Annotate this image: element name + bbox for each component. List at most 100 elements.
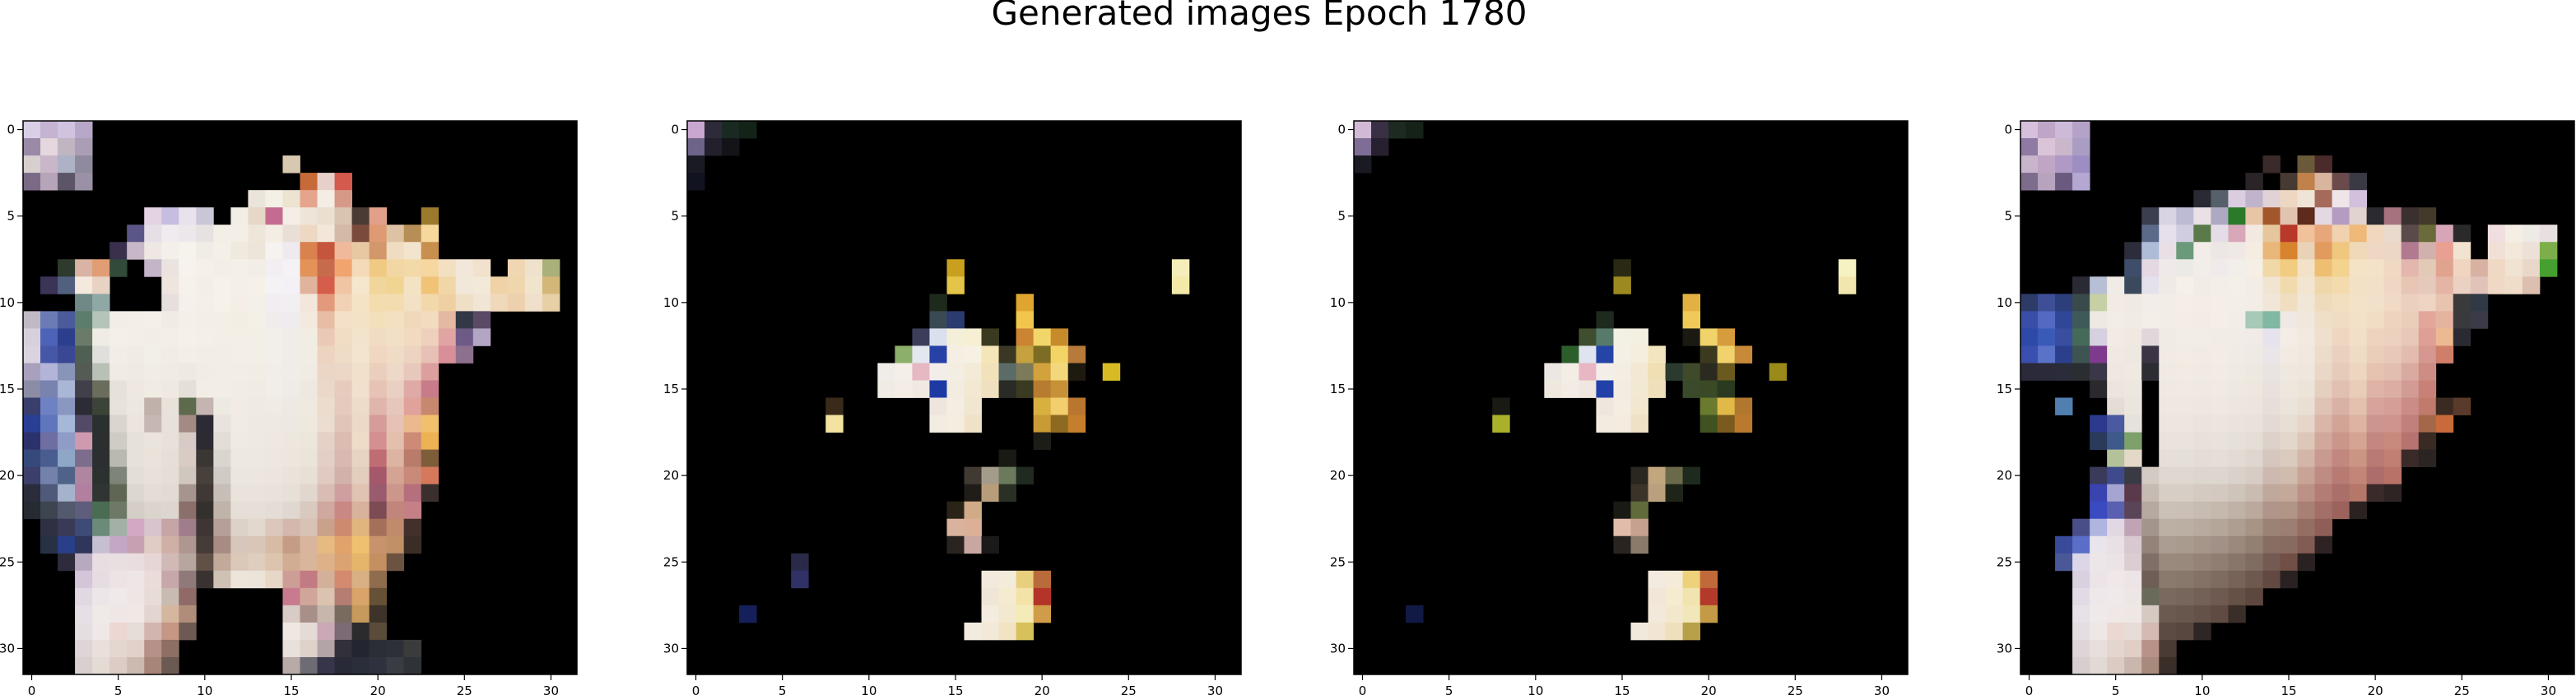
pixel-cell xyxy=(386,276,405,294)
pixel-cell xyxy=(92,605,110,623)
pixel-cell xyxy=(2280,363,2298,381)
pixel-cell xyxy=(23,397,41,415)
pixel-cell xyxy=(196,276,214,294)
pixel-cell xyxy=(2349,328,2368,346)
pixel-cell xyxy=(300,570,318,589)
pixel-cell xyxy=(1613,328,1631,346)
pixel-cell xyxy=(75,449,93,468)
pixel-cell xyxy=(2107,587,2125,606)
pixel-cell xyxy=(2193,415,2211,433)
pixel-cell xyxy=(2159,294,2177,312)
pixel-cell xyxy=(75,587,93,606)
pixel-cell xyxy=(75,432,93,450)
pixel-cell xyxy=(2072,345,2090,364)
pixel-cell xyxy=(1579,328,1597,346)
pixel-cell xyxy=(213,225,231,243)
pixel-cell xyxy=(75,415,93,433)
pixel-cell xyxy=(334,466,352,485)
x-tick-label: 10 xyxy=(2194,683,2210,695)
pixel-cell xyxy=(75,484,93,503)
pixel-cell xyxy=(23,501,41,520)
pixel-cell xyxy=(351,207,370,225)
pixel-cell xyxy=(2401,363,2420,381)
pixel-cell xyxy=(196,311,214,329)
pixel-cell xyxy=(248,380,266,398)
pixel-cell xyxy=(300,363,318,381)
pixel-cell xyxy=(2383,466,2402,485)
pixel-cell xyxy=(2176,553,2194,572)
pixel-cell xyxy=(2366,242,2385,260)
pixel-cell xyxy=(213,363,231,381)
pixel-cell xyxy=(2193,363,2211,381)
pixel-cell xyxy=(144,380,162,398)
pixel-cell xyxy=(386,432,405,450)
pixel-cell xyxy=(334,415,352,433)
x-tick-label: 30 xyxy=(1207,683,1223,695)
pixel-cell xyxy=(1492,397,1510,415)
pixel-cell xyxy=(2280,553,2298,572)
pixel-cell xyxy=(2124,276,2142,294)
pixel-cell xyxy=(1033,605,1052,623)
pixel-cell xyxy=(265,484,283,503)
pixel-cell xyxy=(2090,311,2108,329)
pixel-cell xyxy=(1016,294,1035,312)
pixel-cell xyxy=(877,363,895,381)
pixel-cell xyxy=(317,397,335,415)
y-tick-label: 25 xyxy=(1330,554,1346,569)
pixel-cell xyxy=(351,535,370,554)
pixel-cell xyxy=(2262,259,2281,277)
pixel-cell xyxy=(2401,225,2420,243)
pixel-cell xyxy=(1561,363,1579,381)
pixel-cell xyxy=(2211,535,2229,554)
pixel-cell xyxy=(2159,639,2177,658)
pixel-cell xyxy=(144,484,162,503)
pixel-cell xyxy=(2159,656,2177,675)
pixel-cell xyxy=(2141,501,2160,520)
pixel-cell xyxy=(40,466,58,485)
pixel-cell xyxy=(109,380,128,398)
pixel-cell xyxy=(704,121,723,139)
pixel-cell xyxy=(2332,466,2350,485)
pixel-cell xyxy=(1665,605,1683,623)
pixel-cell xyxy=(2228,294,2246,312)
pixel-cell xyxy=(421,328,439,346)
pixel-cell xyxy=(109,605,128,623)
pixel-cell xyxy=(929,328,947,346)
pixel-cell xyxy=(2211,311,2229,329)
pixel-cell xyxy=(929,380,947,398)
y-tick-label: 20 xyxy=(663,468,679,483)
pixel-cell xyxy=(386,345,405,364)
pixel-cell xyxy=(2435,259,2454,277)
pixel-cell xyxy=(40,276,58,294)
pixel-cell xyxy=(40,518,58,537)
pixel-cell xyxy=(403,345,422,364)
x-tick-label: 15 xyxy=(1614,683,1630,695)
pixel-cell xyxy=(2487,242,2506,260)
pixel-cell xyxy=(1596,328,1614,346)
pixel-cell xyxy=(2245,225,2263,243)
pixel-cell xyxy=(2418,449,2437,468)
pixel-cell xyxy=(334,484,352,503)
pixel-cell xyxy=(1354,121,1372,139)
pixel-cell xyxy=(2020,363,2039,381)
pixel-cell xyxy=(2349,207,2368,225)
pixel-cell xyxy=(1561,345,1579,364)
pixel-cell xyxy=(2280,259,2298,277)
pixel-cell xyxy=(317,535,335,554)
pixel-cell xyxy=(2366,259,2385,277)
pixel-cell xyxy=(2435,225,2454,243)
pixel-cell xyxy=(75,570,93,589)
y-tick-label: 0 xyxy=(2004,123,2012,137)
pixel-cell xyxy=(2228,484,2246,503)
pixel-cell xyxy=(964,518,982,537)
pixel-cell xyxy=(230,380,249,398)
pixel-cell xyxy=(687,173,705,191)
pixel-cell xyxy=(40,363,58,381)
pixel-cell xyxy=(2090,415,2108,433)
pixel-cell xyxy=(75,294,93,312)
pixel-cell xyxy=(127,484,145,503)
pixel-cell xyxy=(92,484,110,503)
pixel-cell xyxy=(369,259,388,277)
pixel-cell xyxy=(75,605,93,623)
pixel-cell xyxy=(179,276,197,294)
